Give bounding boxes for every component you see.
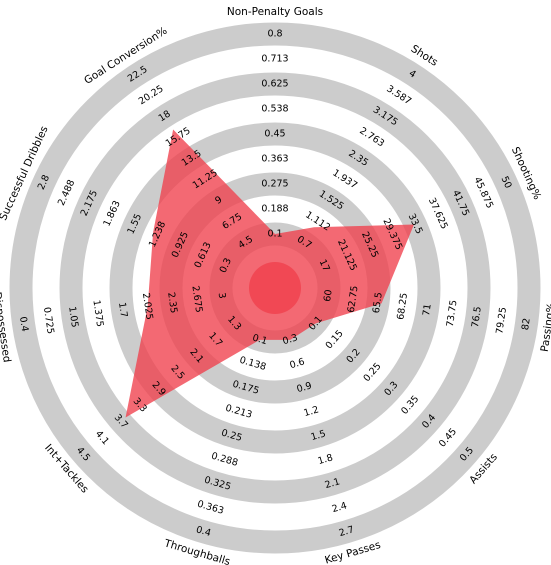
tick-label: 20.25 (137, 83, 166, 107)
tick-label: 71 (421, 303, 434, 317)
tick-label: 0.6 (288, 356, 306, 371)
tick-label: 1.5 (310, 428, 328, 443)
tick-label: 76.5 (470, 306, 484, 329)
tick-label: 68.25 (395, 292, 410, 320)
tick-label: 4 (407, 68, 418, 81)
tick-label: 0.4 (195, 524, 213, 539)
tick-label: 0.45 (264, 129, 285, 140)
center-circle (249, 262, 301, 314)
tick-label: 2.763 (357, 125, 386, 149)
tick-label: 0.1 (267, 229, 282, 240)
tick-label: 37.625 (426, 196, 450, 231)
tick-label: 0.188 (261, 204, 288, 215)
tick-label: 2.488 (56, 178, 77, 207)
tick-label: 0.713 (261, 54, 288, 65)
tick-label: 0.4 (17, 316, 30, 333)
tick-label: 60 (322, 289, 335, 303)
tick-label: 1.05 (66, 306, 80, 329)
tick-label: 1.937 (330, 167, 359, 191)
tick-label: 1.863 (102, 199, 123, 228)
tick-label: 0.725 (41, 306, 56, 334)
ring (59, 72, 491, 504)
tick-label: 1.375 (90, 299, 105, 327)
tick-label: 2.35 (165, 292, 179, 315)
tick-label: 0.35 (399, 394, 421, 417)
tick-label: 0.363 (261, 154, 288, 165)
tick-label: 0.45 (437, 426, 459, 449)
tick-label: 45.875 (471, 175, 495, 210)
param-label: Passing% (539, 302, 551, 353)
tick-label: 0.288 (210, 451, 239, 469)
tick-label: 0.15 (324, 328, 346, 351)
tick-label: 3 (216, 292, 228, 300)
tick-label: 2.675 (189, 285, 204, 313)
tick-label: 1.7 (116, 302, 129, 319)
tick-label: 73.75 (445, 299, 460, 327)
tick-label: 0.213 (224, 403, 253, 421)
tick-label: 0.8 (267, 29, 282, 40)
tick-label: 3.587 (384, 83, 413, 107)
tick-label: 1.8 (317, 452, 335, 467)
tick-label: 50 (499, 175, 514, 191)
tick-label: 62.75 (346, 285, 361, 313)
tick-label: 17 (317, 258, 332, 274)
ring (109, 122, 441, 454)
tick-label: 0.625 (261, 79, 288, 90)
param-label: Non-Penalty Goals (227, 6, 323, 18)
tick-label: 9 (213, 194, 224, 207)
ring (9, 22, 541, 554)
tick-label: 1.2 (303, 404, 321, 419)
tick-label: 0.3 (281, 332, 299, 347)
tick-label: 2.025 (140, 292, 155, 320)
tick-label: 18 (157, 108, 173, 124)
tick-label: 2.1 (324, 476, 342, 491)
tick-label: 65.5 (371, 292, 385, 315)
tick-label: 82 (520, 317, 533, 331)
tick-label: 4.1 (93, 429, 111, 448)
tick-label: 0.275 (261, 179, 288, 190)
tick-label: 0.1 (251, 332, 269, 347)
tick-label: 0.538 (261, 104, 288, 115)
tick-label: 0.138 (238, 355, 267, 373)
tick-label: 0.25 (361, 361, 383, 384)
tick-label: 0.9 (296, 380, 314, 395)
tick-label: 0.363 (196, 499, 225, 517)
tick-label: 2.7 (338, 524, 356, 539)
tick-label: 79.25 (494, 306, 509, 334)
tick-label: 2.4 (331, 500, 349, 515)
